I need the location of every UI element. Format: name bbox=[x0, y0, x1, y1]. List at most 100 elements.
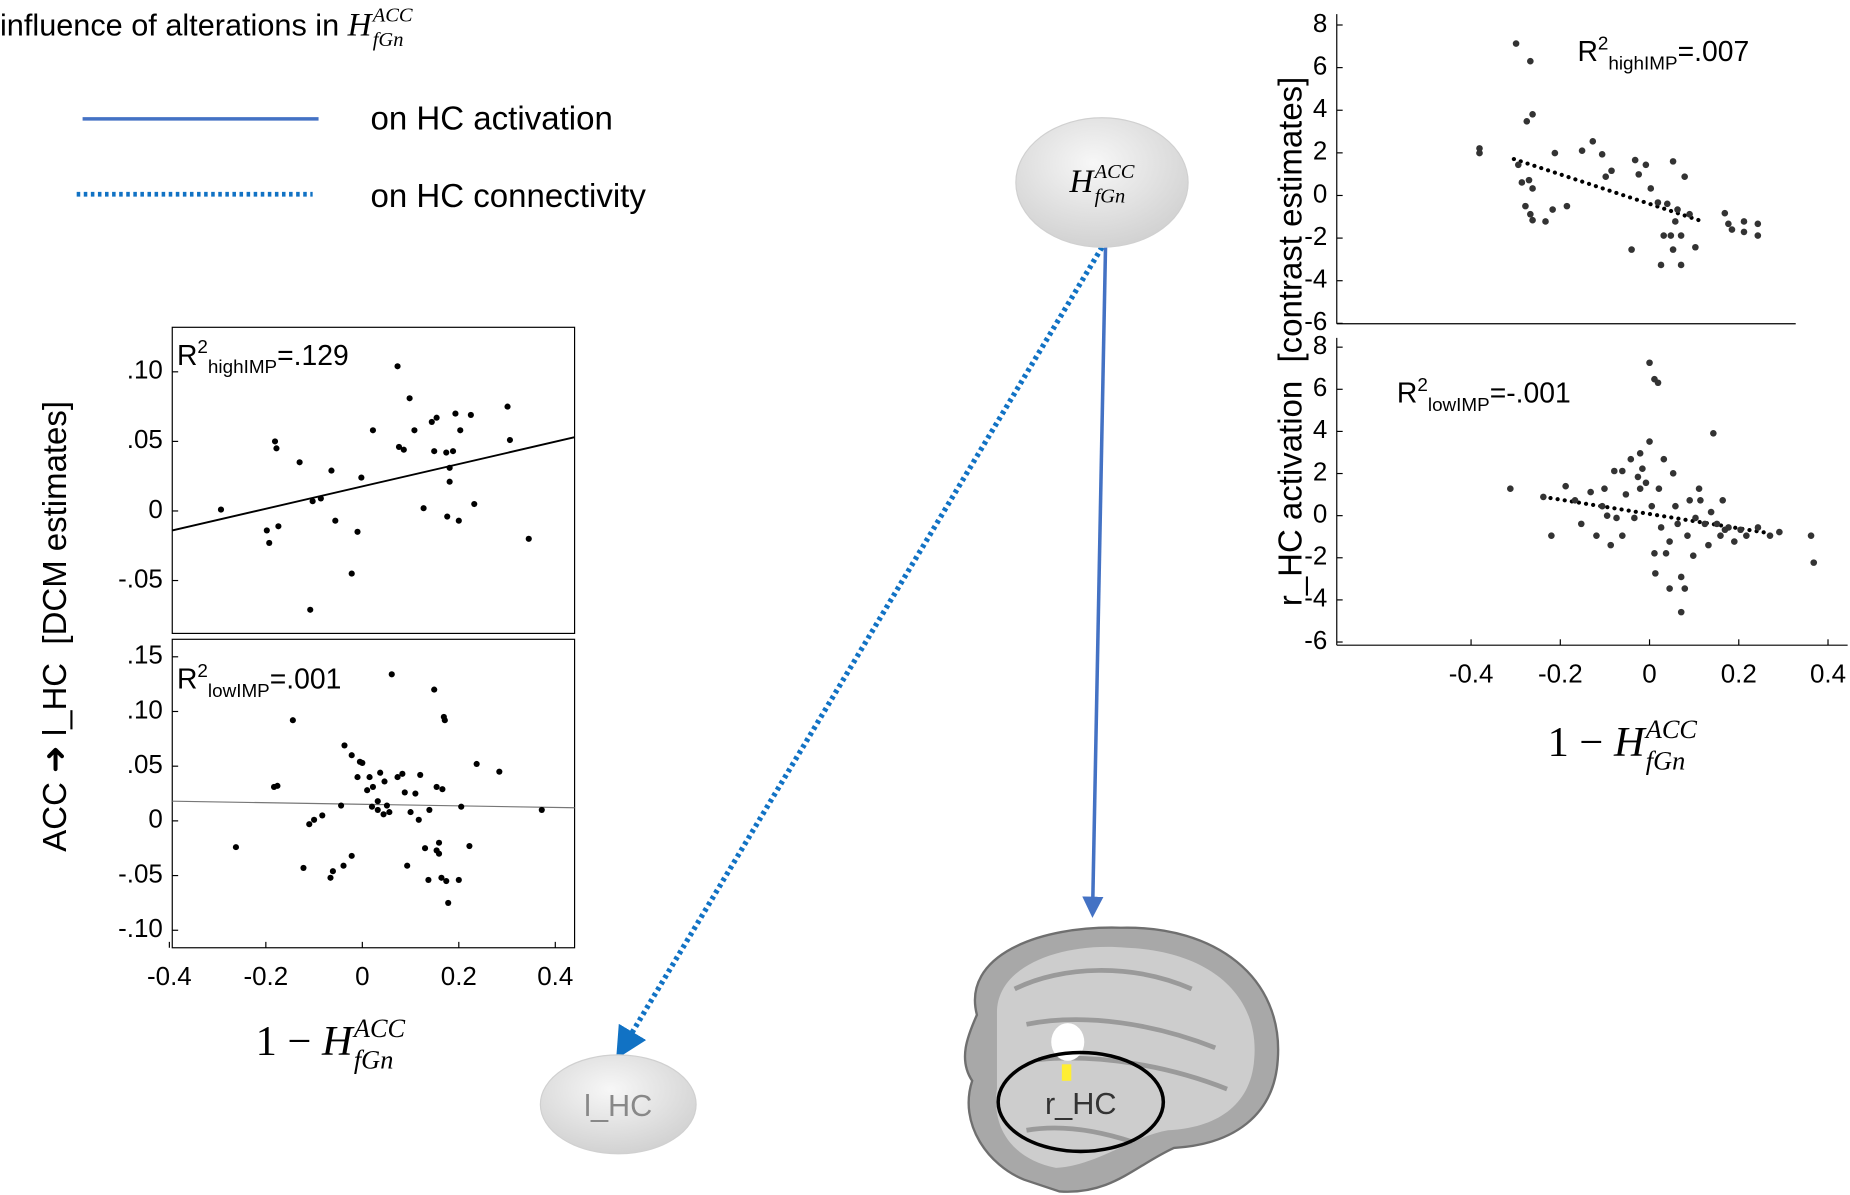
scatter-point bbox=[411, 427, 418, 434]
scatter-point bbox=[407, 809, 414, 816]
math-symbol: H bbox=[321, 1018, 355, 1065]
scatter-point bbox=[1660, 232, 1668, 239]
scatter-point bbox=[420, 505, 427, 512]
y-tick-label: 2 bbox=[1313, 458, 1327, 486]
y-tick-label: -.05 bbox=[118, 565, 163, 593]
scatter-point bbox=[1627, 455, 1635, 463]
y-axis-title: ACC ➜ l_HC [DCM estimates] bbox=[36, 401, 73, 852]
r2-value: =.129 bbox=[277, 339, 349, 371]
scatter-point bbox=[1686, 496, 1693, 504]
scatter-point bbox=[1754, 220, 1762, 228]
scatter-point bbox=[380, 811, 387, 818]
r2-base: R bbox=[1577, 35, 1597, 67]
scatter-point bbox=[1518, 179, 1526, 186]
scatter-point bbox=[1662, 550, 1670, 557]
scatter-point bbox=[273, 445, 280, 452]
y-tick-label: 8 bbox=[1313, 10, 1327, 38]
scatter-point bbox=[1652, 570, 1659, 577]
scatter-point bbox=[1527, 57, 1534, 65]
math-sub: fGn bbox=[354, 1045, 393, 1074]
scatter-point bbox=[1672, 502, 1679, 510]
scatter-point bbox=[369, 783, 377, 791]
scatter-point bbox=[1692, 243, 1699, 251]
scatter-point bbox=[1669, 246, 1677, 253]
scatter-point bbox=[431, 686, 438, 693]
scatter-point bbox=[1631, 156, 1639, 164]
y-axis-title-part: l_HC [DCM estimates] bbox=[36, 401, 73, 745]
y-tick-label: -2 bbox=[1304, 223, 1327, 251]
scatter-point bbox=[1731, 538, 1738, 545]
y-tick-label: .10 bbox=[127, 696, 163, 724]
y-axis-title: r_HC activation [contrast estimates] bbox=[1271, 77, 1308, 606]
scatter-point bbox=[467, 411, 474, 419]
scatter-point bbox=[455, 876, 462, 884]
scatter-point bbox=[332, 517, 339, 524]
r2-annotation: R2lowIMP=-.001 bbox=[1397, 374, 1571, 415]
scatter-point bbox=[328, 467, 335, 474]
scatter-point bbox=[388, 671, 395, 678]
node-h bbox=[1015, 117, 1189, 248]
math-base: H bbox=[347, 7, 374, 43]
scatter-point bbox=[1701, 520, 1709, 528]
r2-base: R bbox=[177, 663, 197, 695]
y-tick-label: -4 bbox=[1304, 585, 1327, 613]
math-sup: ACC bbox=[1644, 715, 1698, 744]
x-tick-label: 0 bbox=[355, 963, 369, 991]
r2-base: R bbox=[177, 339, 197, 371]
scatter-point bbox=[369, 427, 377, 434]
scatter-point bbox=[1743, 532, 1750, 539]
scatter-point bbox=[217, 506, 225, 513]
scatter-point bbox=[1689, 552, 1697, 559]
scatter-point bbox=[525, 535, 532, 542]
scatter-point bbox=[1674, 520, 1681, 528]
scatter-point bbox=[455, 517, 462, 524]
arrow-activation bbox=[1082, 247, 1108, 918]
math-symbol: H bbox=[347, 7, 374, 43]
scatter-point bbox=[1529, 216, 1536, 224]
scatter-point bbox=[1660, 455, 1668, 463]
math-label: H ACC fGn bbox=[347, 4, 413, 50]
x-tick-label: -0.2 bbox=[244, 963, 289, 991]
scatter-point bbox=[341, 742, 348, 749]
scatter-point bbox=[401, 789, 408, 796]
y-tick-label: -.10 bbox=[118, 915, 163, 943]
scatter-point bbox=[446, 478, 453, 485]
scatter-point bbox=[306, 821, 313, 828]
scatter-point bbox=[1571, 496, 1579, 504]
math-sub: fGn bbox=[373, 29, 404, 51]
scatter-point bbox=[443, 449, 450, 456]
scatter-point bbox=[1692, 514, 1699, 522]
scatter-point bbox=[1669, 158, 1677, 165]
scatter-point bbox=[425, 876, 432, 884]
scatter-point bbox=[1476, 145, 1483, 152]
scatter-point bbox=[1523, 118, 1531, 125]
scatter-point bbox=[1725, 220, 1732, 228]
scatter-point bbox=[327, 874, 334, 881]
scatter-point bbox=[435, 839, 443, 846]
scatter-point bbox=[1713, 520, 1721, 528]
scatter-point bbox=[1589, 138, 1597, 145]
scatter-point bbox=[428, 418, 435, 425]
scatter-point bbox=[1622, 491, 1630, 498]
scatter-point bbox=[399, 770, 406, 777]
scatter-point bbox=[1540, 493, 1547, 501]
r2-annotation: R2highIMP=.007 bbox=[1577, 32, 1749, 73]
x-tick-label: -0.4 bbox=[147, 963, 192, 991]
scatter-point bbox=[1740, 228, 1748, 236]
plot-frame bbox=[171, 326, 576, 634]
scatter-point bbox=[496, 768, 503, 775]
scatter-point bbox=[1776, 528, 1783, 536]
plot-frame bbox=[171, 638, 576, 949]
scatter-point bbox=[232, 844, 240, 851]
scatter-point bbox=[1677, 608, 1685, 616]
r2-sub: highIMP bbox=[208, 356, 277, 377]
math-symbol: H bbox=[1069, 164, 1096, 200]
scatter-point bbox=[1657, 261, 1665, 269]
scatter-point bbox=[383, 802, 390, 809]
x-tick-label: 0.4 bbox=[537, 963, 573, 991]
scatter-point bbox=[433, 414, 440, 421]
fit-line bbox=[1541, 494, 1773, 536]
scatter-point bbox=[473, 760, 480, 768]
scatter-point bbox=[368, 803, 376, 810]
